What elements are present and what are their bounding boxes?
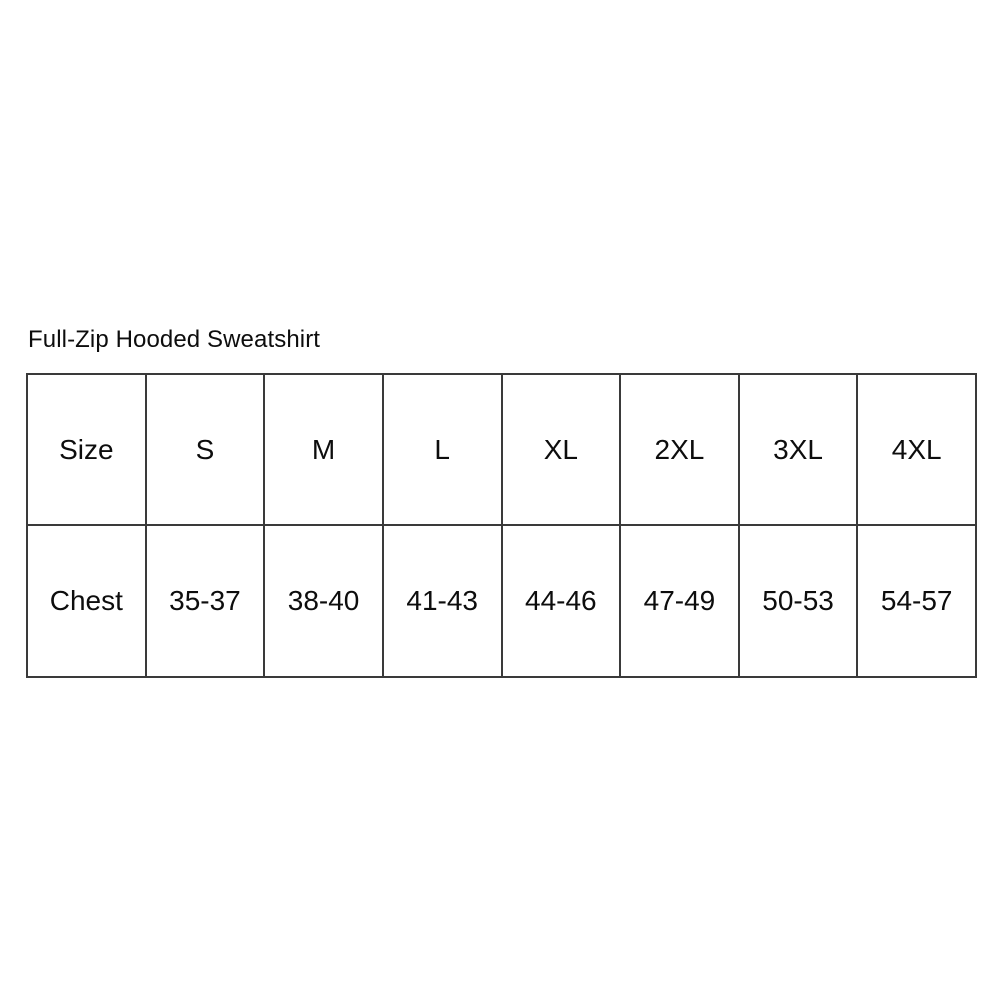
table-header-cell-xl: XL [500, 373, 622, 526]
table-cell-chest-m: 38-40 [263, 524, 384, 678]
size-chart-table-container: Size S M L XL 2XL 3XL 4XL Chest 35-37 38… [26, 373, 977, 678]
table-header-cell-s: S [144, 373, 266, 526]
table-cell-chest-xl: 44-46 [500, 524, 622, 678]
table-header-cell-m: M [263, 373, 384, 526]
table-row-header: Size S M L XL 2XL 3XL 4XL [26, 373, 977, 526]
table-cell-chest-2xl: 47-49 [619, 524, 740, 678]
table-cell-chest-s: 35-37 [144, 524, 266, 678]
table-cell-chest-4xl: 54-57 [856, 524, 977, 678]
table-cell-chest-3xl: 50-53 [737, 524, 859, 678]
table-row-chest: Chest 35-37 38-40 41-43 44-46 47-49 50-5… [26, 524, 977, 678]
size-chart-table: Size S M L XL 2XL 3XL 4XL Chest 35-37 38… [26, 373, 977, 678]
table-header-cell-4xl: 4XL [856, 373, 977, 526]
table-cell-chest-label: Chest [26, 524, 147, 678]
table-header-cell-2xl: 2XL [619, 373, 740, 526]
table-header-cell-3xl: 3XL [737, 373, 859, 526]
table-header-cell-size: Size [26, 373, 147, 526]
table-cell-chest-l: 41-43 [381, 524, 503, 678]
page-title: Full-Zip Hooded Sweatshirt [28, 326, 321, 353]
table-header-cell-l: L [381, 373, 503, 526]
